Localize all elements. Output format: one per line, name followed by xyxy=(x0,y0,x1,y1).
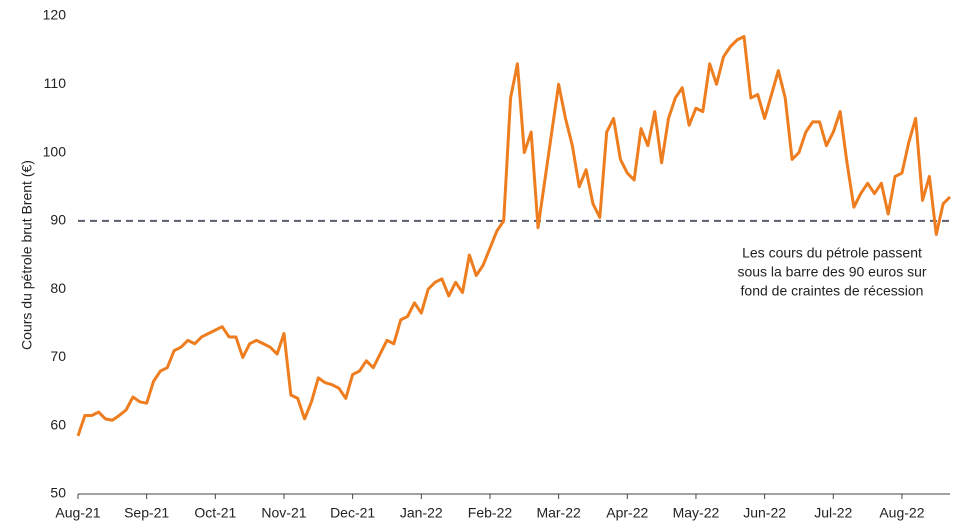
x-tick-label: Aug-21 xyxy=(55,505,100,521)
annotation: sous la barre des 90 euros sur xyxy=(737,264,926,280)
y-tick-label: 100 xyxy=(43,143,67,159)
x-tick-label: Mar-22 xyxy=(536,505,581,521)
x-tick-label: Feb-22 xyxy=(468,505,513,521)
y-axis-label: Cours du pétrole brut Brent (€) xyxy=(19,160,35,350)
y-tick-label: 80 xyxy=(50,280,66,296)
annotation: fond de craintes de récession xyxy=(741,283,924,299)
x-tick-label: Jun-22 xyxy=(743,505,786,521)
y-tick-label: 50 xyxy=(50,485,66,501)
y-tick-label: 120 xyxy=(43,7,67,23)
x-tick-label: Nov-21 xyxy=(261,505,306,521)
annotation: Les cours du pétrole passent xyxy=(742,245,922,261)
x-tick-label: Aug-22 xyxy=(879,505,924,521)
x-tick-label: Dec-21 xyxy=(330,505,375,521)
y-tick-label: 110 xyxy=(44,75,67,91)
price-line xyxy=(76,34,952,437)
y-tick-label: 70 xyxy=(50,348,66,364)
x-tick-label: Oct-21 xyxy=(194,505,236,521)
x-tick-label: Apr-22 xyxy=(606,505,648,521)
x-tick-label: Jul-22 xyxy=(814,505,852,521)
y-tick-label: 90 xyxy=(50,212,66,228)
x-tick-label: Sep-21 xyxy=(124,505,169,521)
x-tick-label: Jan-22 xyxy=(400,505,443,521)
y-tick-label: 60 xyxy=(50,416,66,432)
x-tick-label: May-22 xyxy=(673,505,720,521)
